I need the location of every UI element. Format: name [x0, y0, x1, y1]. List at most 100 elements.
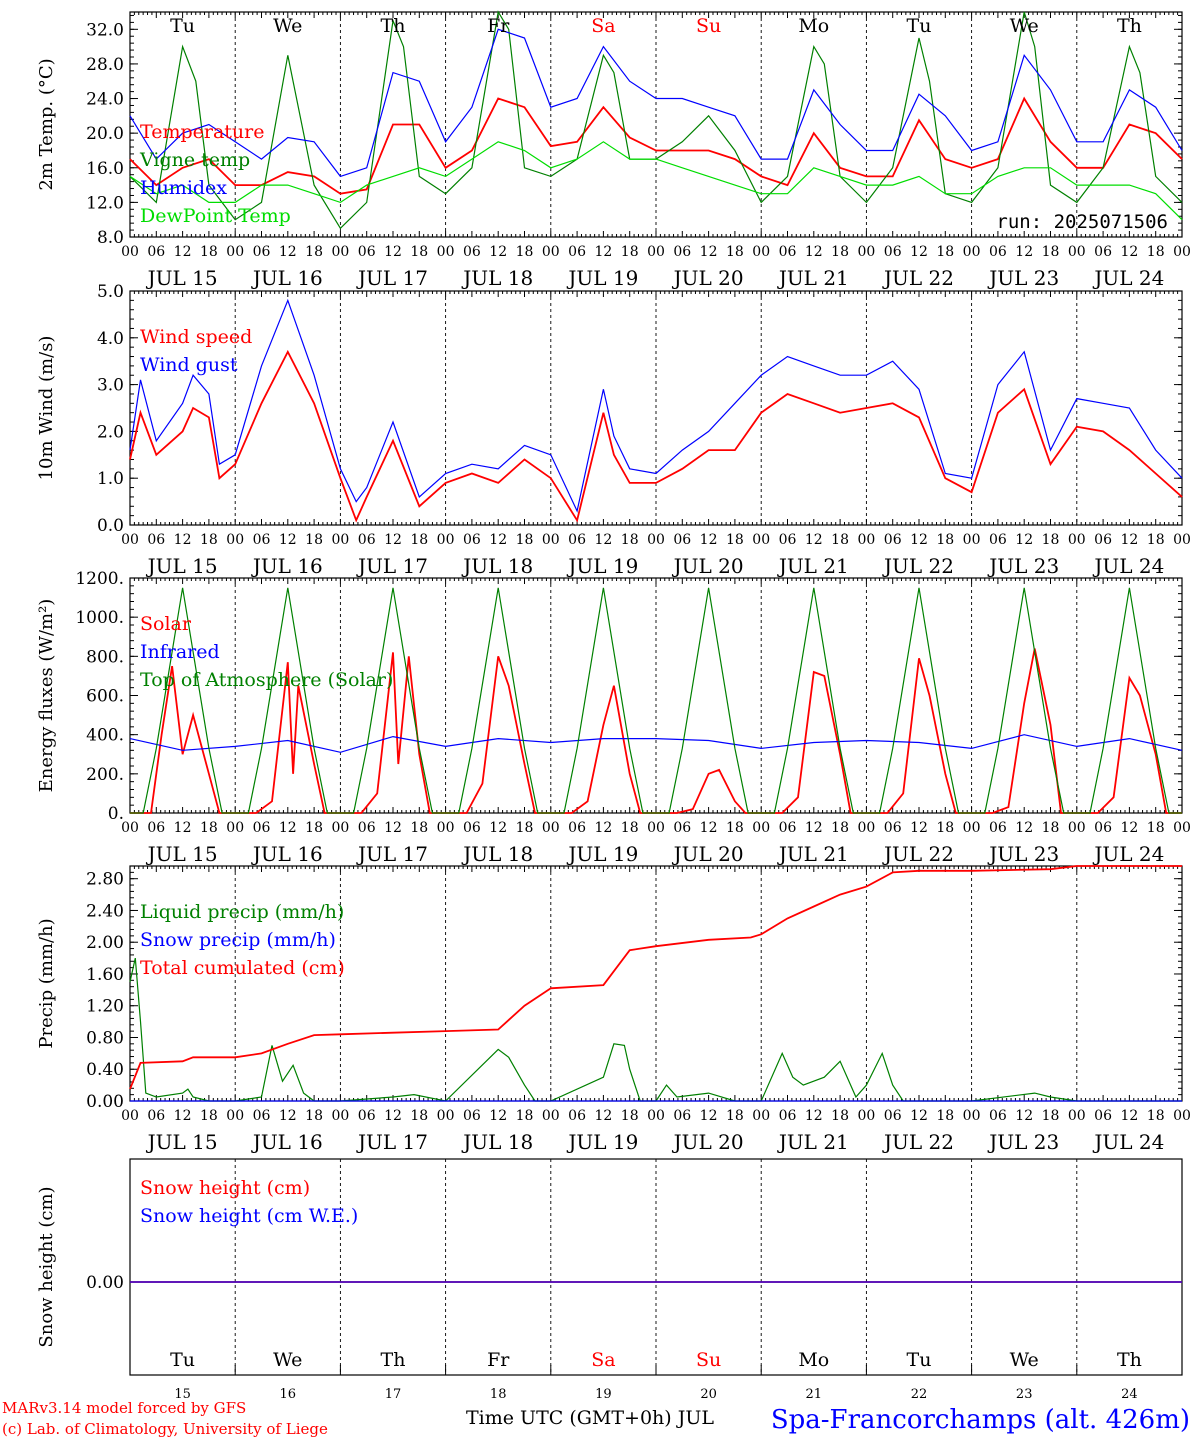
hour-label: 12	[700, 1108, 718, 1124]
weekday-label: We	[1010, 15, 1039, 37]
hour-label: 00	[647, 820, 665, 836]
date-label: JUL 16	[251, 266, 323, 290]
hour-label: 12	[489, 1108, 507, 1124]
hour-label: 06	[673, 820, 691, 836]
hour-label: 06	[779, 1108, 797, 1124]
hour-label: 06	[673, 532, 691, 548]
hour-label: 00	[752, 532, 770, 548]
y-tick-label: 1.60	[86, 965, 124, 985]
weekday-label: Th	[1117, 1349, 1142, 1371]
hour-label: 00	[226, 1108, 244, 1124]
date-label: JUL 24	[1092, 266, 1164, 290]
legend-entry: Humidex	[140, 177, 227, 199]
hour-label: 00	[1068, 1108, 1086, 1124]
date-label: JUL 19	[566, 554, 638, 578]
date-label: JUL 23	[987, 554, 1059, 578]
hour-label: 12	[489, 244, 507, 260]
hour-label: 06	[147, 244, 165, 260]
date-label: JUL 15	[146, 266, 218, 290]
hour-label: 06	[884, 244, 902, 260]
hour-label: 00	[331, 1108, 349, 1124]
panel-4: 0.00 0.40 0.80 1.20 1.60 2.00 2.40 2.80 Precip (…	[36, 865, 1191, 1154]
hour-label: 18	[410, 820, 428, 836]
y-tick-label: 0.40	[86, 1060, 124, 1080]
hour-label: 12	[174, 820, 192, 836]
hour-label: 00	[857, 532, 875, 548]
date-label: JUL 19	[566, 1130, 638, 1154]
legend-entry: Infrared	[140, 641, 220, 663]
run-label: run: 2025071506	[996, 211, 1168, 233]
legend-entry: Temperature	[140, 121, 264, 143]
weekday-label: Tu	[907, 1349, 932, 1371]
hour-label: 00	[542, 244, 560, 260]
y-tick-label: 2.0	[97, 422, 124, 442]
y-tick-label: 3.0	[97, 376, 124, 396]
panel-1: 8.0 12.0 16.0 20.0 24.0 28.0 32.0 2m Temp. (°C)…	[36, 10, 1191, 290]
hour-label: 12	[384, 244, 402, 260]
hour-label: 00	[226, 820, 244, 836]
date-label: JUL 15	[146, 1130, 218, 1154]
series-line-2	[129, 734, 1183, 753]
weekday-label: Th	[381, 1349, 406, 1371]
date-label: JUL 19	[566, 266, 638, 290]
hour-label: 06	[463, 1108, 481, 1124]
hour-label: 00	[226, 244, 244, 260]
hour-label: 12	[1015, 244, 1033, 260]
day-number: 23	[1016, 1387, 1033, 1402]
date-label: JUL 20	[672, 1130, 744, 1154]
hour-label: 06	[358, 532, 376, 548]
hour-label: 00	[226, 532, 244, 548]
hour-label: 18	[200, 1108, 218, 1124]
day-number: 21	[806, 1387, 823, 1402]
date-label: JUL 24	[1092, 554, 1164, 578]
hour-label: 18	[936, 532, 954, 548]
y-tick-label: 32.0	[86, 20, 124, 40]
hour-label: 18	[516, 820, 534, 836]
hour-label: 12	[174, 1108, 192, 1124]
station-name: Spa-Francorchamps (alt. 426m)	[771, 1405, 1190, 1435]
date-label: JUL 21	[777, 1130, 849, 1154]
hour-label: 00	[331, 244, 349, 260]
hour-label: 00	[121, 532, 139, 548]
hour-label: 06	[884, 1108, 902, 1124]
hour-label: 18	[936, 244, 954, 260]
hour-label: 12	[910, 532, 928, 548]
hour-label: 00	[647, 244, 665, 260]
hour-label: 06	[779, 532, 797, 548]
date-label: JUL 16	[251, 842, 323, 866]
hour-label: 06	[884, 820, 902, 836]
y-tick-label: 1.0	[97, 469, 124, 489]
y-tick-label: 0.	[108, 804, 124, 824]
date-label: JUL 17	[356, 554, 428, 578]
hour-label: 18	[305, 532, 323, 548]
legend-entry: Liquid precip (mm/h)	[140, 901, 344, 923]
hour-label: 12	[1015, 820, 1033, 836]
date-label: JUL 20	[672, 842, 744, 866]
hour-label: 00	[752, 1108, 770, 1124]
hour-label: 12	[1120, 820, 1138, 836]
hour-label: 06	[779, 820, 797, 836]
hour-label: 06	[673, 244, 691, 260]
y-tick-label: 2.80	[86, 870, 124, 890]
day-number: 15	[174, 1387, 191, 1402]
series-line-3	[129, 28, 1183, 178]
hour-label: 12	[1015, 532, 1033, 548]
hour-label: 06	[463, 532, 481, 548]
hour-label: 06	[989, 1108, 1007, 1124]
day-number: 18	[490, 1387, 507, 1402]
hour-label: 18	[410, 244, 428, 260]
day-number: 24	[1121, 1387, 1138, 1402]
hour-label: 06	[1094, 820, 1112, 836]
hour-label: 00	[752, 244, 770, 260]
hour-label: 12	[279, 1108, 297, 1124]
panel-5: 0.00 Snow height (cm) Snow height (cm) Snow…	[36, 1158, 1183, 1402]
date-label: JUL 18	[461, 266, 533, 290]
date-label: JUL 23	[987, 1130, 1059, 1154]
weekday-label: Su	[696, 15, 721, 37]
date-label: JUL 23	[987, 266, 1059, 290]
hour-label: 18	[726, 532, 744, 548]
hour-label: 18	[1042, 820, 1060, 836]
y-tick-label: 800.	[86, 647, 124, 667]
hour-label: 12	[1120, 1108, 1138, 1124]
hour-label: 18	[936, 1108, 954, 1124]
